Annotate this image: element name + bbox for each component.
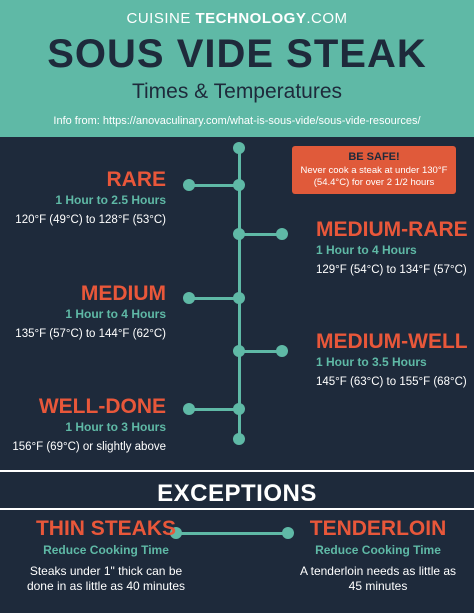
exception-dot-right	[282, 527, 294, 539]
exception-thin-steaks: THIN STEAKS Reduce Cooking Time Steaks u…	[26, 517, 186, 594]
brand-bold: TECHNOLOGY	[195, 10, 307, 27]
brand-suffix: .COM	[306, 10, 348, 27]
exception-connector	[176, 532, 286, 535]
doneness-time: 1 Hour to 4 Hours	[316, 243, 417, 257]
doneness-temp: 129°F (54°C) to 134°F (57°C)	[316, 264, 467, 276]
doneness-time: 1 Hour to 3.5 Hours	[316, 355, 427, 369]
doneness-name: MEDIUM-RARE	[316, 218, 468, 241]
timeline-branch-medium	[189, 297, 239, 300]
timeline-node-medium-well	[233, 345, 245, 357]
doneness-temp: 120°F (49°C) to 128°F (53°C)	[15, 214, 166, 226]
doneness-name: WELL-DONE	[38, 395, 166, 418]
timeline-node-medium	[233, 292, 245, 304]
doneness-name: MEDIUM	[80, 282, 166, 305]
timeline-dot-medium-well	[276, 345, 288, 357]
doneness-name: MEDIUM-WELL	[316, 330, 468, 353]
doneness-rare: RARE 1 Hour to 2.5 Hours 120°F (49°C) to…	[10, 168, 166, 226]
header-banner: CUISINE TECHNOLOGY.COM SOUS VIDE STEAK T…	[0, 0, 474, 137]
doneness-time: 1 Hour to 3 Hours	[65, 420, 166, 434]
doneness-temp: 156°F (69°C) or slightly above	[12, 441, 166, 453]
exceptions-title: EXCEPTIONS	[157, 480, 317, 507]
timeline-node-rare	[233, 179, 245, 191]
doneness-medium-rare: MEDIUM-RARE 1 Hour to 4 Hours 129°F (54°…	[316, 218, 468, 276]
timeline-node-well-done	[233, 403, 245, 415]
doneness-time: 1 Hour to 4 Hours	[65, 307, 166, 321]
warning-title: BE SAFE!	[348, 151, 400, 163]
timeline-dot-top	[233, 142, 245, 154]
exception-time: Reduce Cooking Time	[43, 543, 169, 557]
timeline-branch-rare	[189, 184, 239, 187]
doneness-temp: 145°F (63°C) to 155°F (68°C)	[316, 376, 467, 388]
exceptions-divider-top	[0, 470, 474, 472]
doneness-time: 1 Hour to 2.5 Hours	[55, 193, 166, 207]
warning-body: Never cook a steak at under 130°F (54.4°…	[300, 165, 448, 188]
timeline-branch-medium-rare	[240, 233, 282, 236]
exception-tenderloin: TENDERLOIN Reduce Cooking Time A tenderl…	[298, 517, 458, 594]
timeline-branch-medium-well	[240, 350, 282, 353]
exceptions-divider-bottom	[0, 508, 474, 510]
doneness-name: RARE	[106, 168, 166, 191]
doneness-temp: 135°F (57°C) to 144°F (62°C)	[15, 328, 166, 340]
brand-logo: CUISINE TECHNOLOGY.COM	[0, 10, 474, 27]
page-title: SOUS VIDE STEAK	[47, 32, 427, 76]
safety-warning: BE SAFE! Never cook a steak at under 130…	[292, 146, 456, 194]
exception-time: Reduce Cooking Time	[315, 543, 441, 557]
doneness-medium: MEDIUM 1 Hour to 4 Hours 135°F (57°C) to…	[10, 282, 166, 340]
timeline-node-medium-rare	[233, 228, 245, 240]
timeline-branch-well-done	[189, 408, 239, 411]
source-link[interactable]: Info from: https://anovaculinary.com/wha…	[53, 115, 421, 127]
exception-name: THIN STEAKS	[35, 517, 176, 540]
exception-desc: Steaks under 1" thick can be done in as …	[26, 564, 186, 593]
exception-name: TENDERLOIN	[309, 517, 447, 540]
timeline-dot-medium-rare	[276, 228, 288, 240]
doneness-well-done: WELL-DONE 1 Hour to 3 Hours 156°F (69°C)…	[10, 395, 166, 453]
brand-light: CUISINE	[126, 10, 191, 27]
page-subtitle: Times & Temperatures	[131, 80, 343, 103]
timeline-dot-bottom	[233, 433, 245, 445]
doneness-medium-well: MEDIUM-WELL 1 Hour to 3.5 Hours 145°F (6…	[316, 330, 468, 388]
exception-desc: A tenderloin needs as little as 45 minut…	[299, 564, 457, 593]
